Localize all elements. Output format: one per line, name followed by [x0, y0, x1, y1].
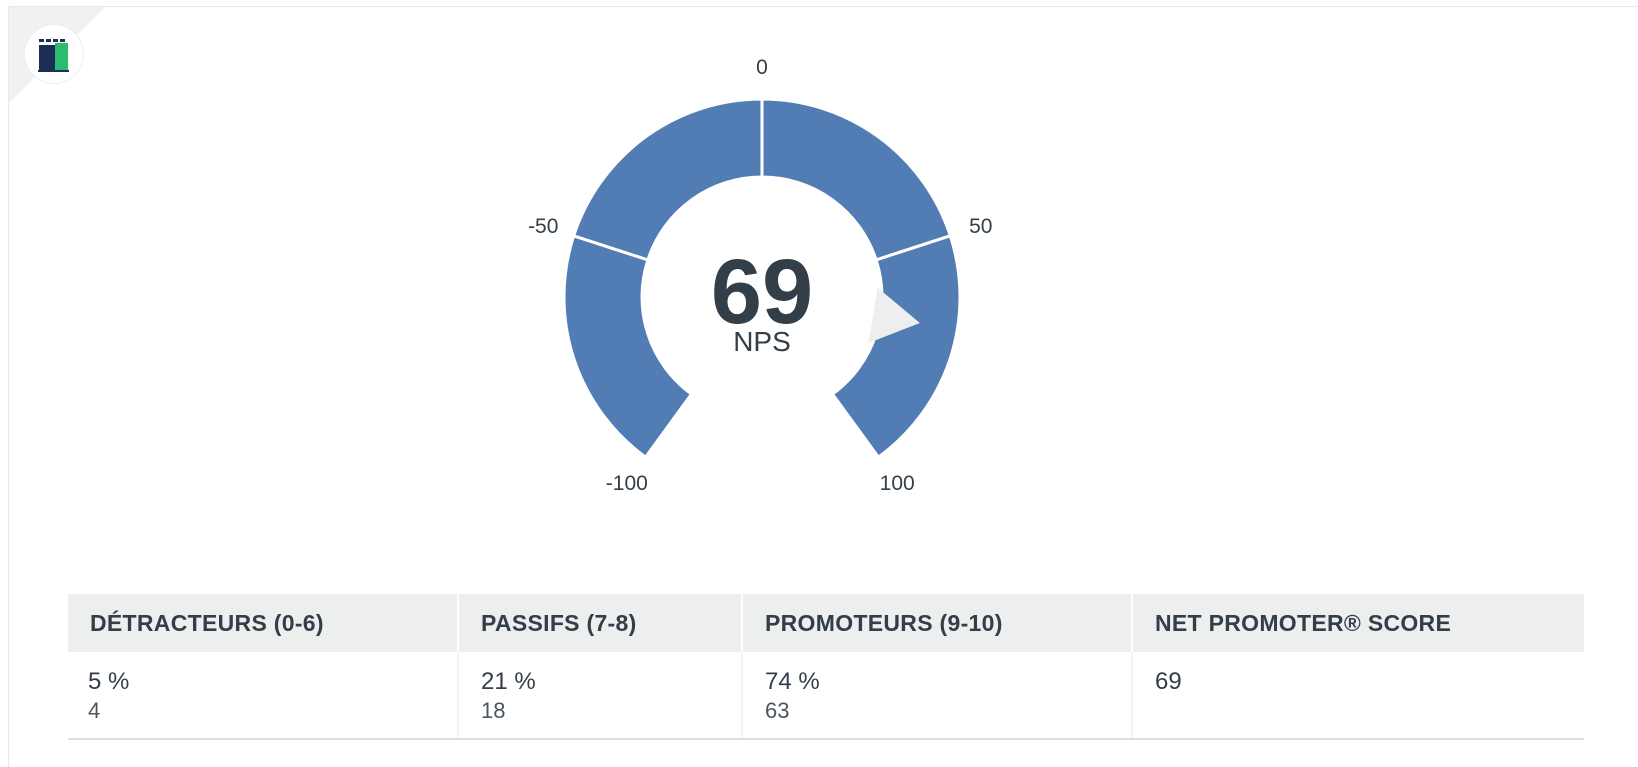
column-header-passives: PASSIFS (7-8) [458, 594, 743, 652]
table-row: 5 % 4 21 % 18 74 % 63 69 [68, 652, 1584, 740]
nps-breakdown-table: DÉTRACTEURS (0-6) PASSIFS (7-8) PROMOTEU… [68, 594, 1584, 740]
detractors-percent: 5 % [88, 668, 130, 695]
promoters-count: 63 [765, 698, 790, 723]
app-logo-icon [25, 25, 83, 83]
gauge-segment-low [562, 233, 694, 460]
promoters-cell: 74 % 63 [742, 652, 1133, 740]
passives-cell: 21 % 18 [458, 652, 743, 740]
passives-count: 18 [481, 698, 506, 723]
passives-percent: 21 % [481, 668, 536, 695]
nps-score-label: NPS [733, 326, 791, 357]
nps-cell: 69 [1132, 652, 1584, 740]
nps-gauge: -100 -50 0 50 100 69 NPS [528, 56, 992, 495]
table-header-row: DÉTRACTEURS (0-6) PASSIFS (7-8) PROMOTEU… [68, 594, 1584, 652]
column-header-detractors: DÉTRACTEURS (0-6) [68, 594, 459, 652]
column-header-promoters: PROMOTEURS (9-10) [742, 594, 1133, 652]
tick-label: 0 [756, 56, 768, 79]
tick-label: 50 [969, 215, 992, 238]
gauge-tick-labels: -100 -50 0 50 100 [528, 56, 992, 495]
detractors-count: 4 [88, 698, 101, 723]
tick-label: -100 [606, 472, 648, 495]
promoters-percent: 74 % [765, 668, 820, 695]
column-header-nps: NET PROMOTER® SCORE [1132, 594, 1584, 652]
gauge-segments [562, 97, 962, 460]
gauge-segment-mid-low [571, 97, 764, 262]
detractors-cell: 5 % 4 [68, 652, 459, 740]
gauge-pointer [868, 287, 920, 343]
nps-value: 69 [1155, 668, 1182, 695]
tick-label: -50 [528, 215, 558, 238]
tick-label: 100 [880, 472, 915, 495]
gauge-segment-mid-high [760, 97, 953, 262]
gauge-segment-high [830, 233, 962, 460]
nps-score-value: 69 [711, 241, 813, 343]
